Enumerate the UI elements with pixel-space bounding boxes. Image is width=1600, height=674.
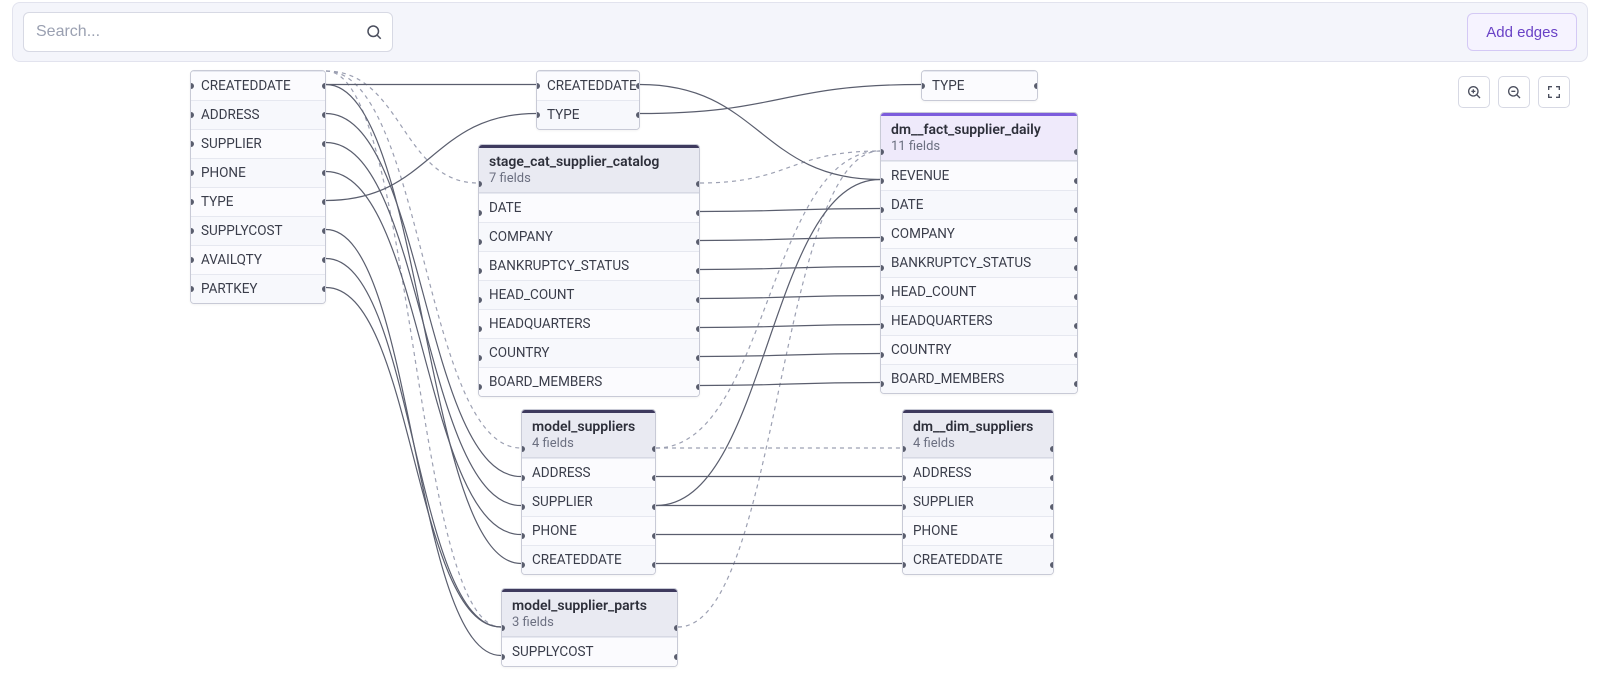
- edge-solid: [700, 383, 880, 386]
- field-row[interactable]: SUPPLIER: [191, 129, 325, 158]
- field-row[interactable]: COMPANY: [479, 222, 699, 251]
- diagram-canvas[interactable]: CREATEDDATEADDRESSSUPPLIERPHONETYPESUPPL…: [0, 64, 1600, 674]
- field-row[interactable]: DATE: [479, 193, 699, 222]
- node-subtitle: 4 fields: [532, 436, 645, 451]
- edge-solid: [640, 85, 921, 114]
- field-row[interactable]: TYPE: [537, 100, 639, 129]
- field-row[interactable]: PHONE: [191, 158, 325, 187]
- field-row[interactable]: BOARD_MEMBERS: [479, 367, 699, 396]
- field-row[interactable]: DATE: [881, 190, 1077, 219]
- field-row[interactable]: SUPPLIER: [903, 487, 1053, 516]
- field-row[interactable]: PHONE: [903, 516, 1053, 545]
- field-row[interactable]: BANKRUPTCY_STATUS: [479, 251, 699, 280]
- edge-dashed: [678, 151, 880, 627]
- field-row[interactable]: ADDRESS: [191, 100, 325, 129]
- edge-solid: [326, 288, 501, 628]
- view-controls: [1458, 76, 1570, 108]
- node-title: model_supplier_parts: [512, 598, 667, 614]
- zoom-in-button[interactable]: [1458, 76, 1490, 108]
- field-row[interactable]: HEADQUARTERS: [479, 309, 699, 338]
- node-header[interactable]: stage_cat_supplier_catalog7 fields: [479, 148, 699, 193]
- node-header[interactable]: model_supplier_parts3 fields: [502, 592, 677, 637]
- field-row[interactable]: COMPANY: [881, 219, 1077, 248]
- search-wrap: [23, 12, 393, 52]
- field-row[interactable]: COUNTRY: [479, 338, 699, 367]
- node-dm_fact[interactable]: dm__fact_supplier_daily11 fieldsREVENUED…: [880, 112, 1078, 394]
- field-row[interactable]: ADDRESS: [522, 458, 655, 487]
- node-subtitle: 11 fields: [891, 139, 1067, 154]
- zoom-out-button[interactable]: [1498, 76, 1530, 108]
- field-row[interactable]: BOARD_MEMBERS: [881, 364, 1077, 393]
- node-title: dm__dim_suppliers: [913, 419, 1043, 435]
- node-header[interactable]: model_suppliers4 fields: [522, 413, 655, 458]
- node-stage_cat[interactable]: stage_cat_supplier_catalog7 fieldsDATECO…: [478, 144, 700, 397]
- node-header[interactable]: dm__dim_suppliers4 fields: [903, 413, 1053, 458]
- field-row[interactable]: SUPPLIER: [522, 487, 655, 516]
- node-top_right[interactable]: TYPE: [921, 70, 1038, 101]
- node-title: dm__fact_supplier_daily: [891, 122, 1067, 138]
- node-top_mid[interactable]: CREATEDDATETYPE: [536, 70, 640, 130]
- field-row[interactable]: COUNTRY: [881, 335, 1077, 364]
- field-row[interactable]: CREATEDDATE: [537, 71, 639, 100]
- node-subtitle: 7 fields: [489, 171, 689, 186]
- field-row[interactable]: PARTKEY: [191, 274, 325, 303]
- node-header[interactable]: dm__fact_supplier_daily11 fields: [881, 116, 1077, 161]
- field-row[interactable]: CREATEDDATE: [903, 545, 1053, 574]
- edge-solid: [700, 296, 880, 299]
- edge-solid: [700, 354, 880, 357]
- field-row[interactable]: SUPPLYCOST: [502, 637, 677, 666]
- edge-solid: [700, 238, 880, 241]
- field-row[interactable]: ADDRESS: [903, 458, 1053, 487]
- edge-solid: [700, 267, 880, 270]
- fullscreen-button[interactable]: [1538, 76, 1570, 108]
- field-row[interactable]: TYPE: [191, 187, 325, 216]
- edge-solid: [700, 325, 880, 328]
- edge-dashed: [326, 71, 478, 183]
- field-row[interactable]: HEADQUARTERS: [881, 306, 1077, 335]
- node-title: stage_cat_supplier_catalog: [489, 154, 689, 170]
- edge-solid: [700, 209, 880, 212]
- field-row[interactable]: TYPE: [922, 71, 1037, 100]
- field-row[interactable]: CREATEDDATE: [191, 71, 325, 100]
- edge-dashed: [326, 71, 501, 627]
- node-model_parts[interactable]: model_supplier_parts3 fieldsSUPPLYCOST: [501, 588, 678, 667]
- field-row[interactable]: HEAD_COUNT: [881, 277, 1077, 306]
- field-row[interactable]: PHONE: [522, 516, 655, 545]
- search-icon: [365, 23, 383, 41]
- edge-dashed: [700, 151, 880, 183]
- field-row[interactable]: SUPPLYCOST: [191, 216, 325, 245]
- node-subtitle: 3 fields: [512, 615, 667, 630]
- node-dm_dim[interactable]: dm__dim_suppliers4 fieldsADDRESSSUPPLIER…: [902, 409, 1054, 575]
- node-subtitle: 4 fields: [913, 436, 1043, 451]
- search-input[interactable]: [23, 12, 393, 52]
- edge-solid: [326, 259, 501, 628]
- field-row[interactable]: AVAILQTY: [191, 245, 325, 274]
- field-row[interactable]: BANKRUPTCY_STATUS: [881, 248, 1077, 277]
- field-row[interactable]: CREATEDDATE: [522, 545, 655, 574]
- field-row[interactable]: REVENUE: [881, 161, 1077, 190]
- node-left[interactable]: CREATEDDATEADDRESSSUPPLIERPHONETYPESUPPL…: [190, 70, 326, 304]
- add-edges-button[interactable]: Add edges: [1467, 13, 1577, 51]
- edge-solid: [326, 230, 501, 656]
- node-model_sup[interactable]: model_suppliers4 fieldsADDRESSSUPPLIERPH…: [521, 409, 656, 575]
- node-title: model_suppliers: [532, 419, 645, 435]
- field-row[interactable]: HEAD_COUNT: [479, 280, 699, 309]
- topbar: Add edges: [12, 2, 1588, 62]
